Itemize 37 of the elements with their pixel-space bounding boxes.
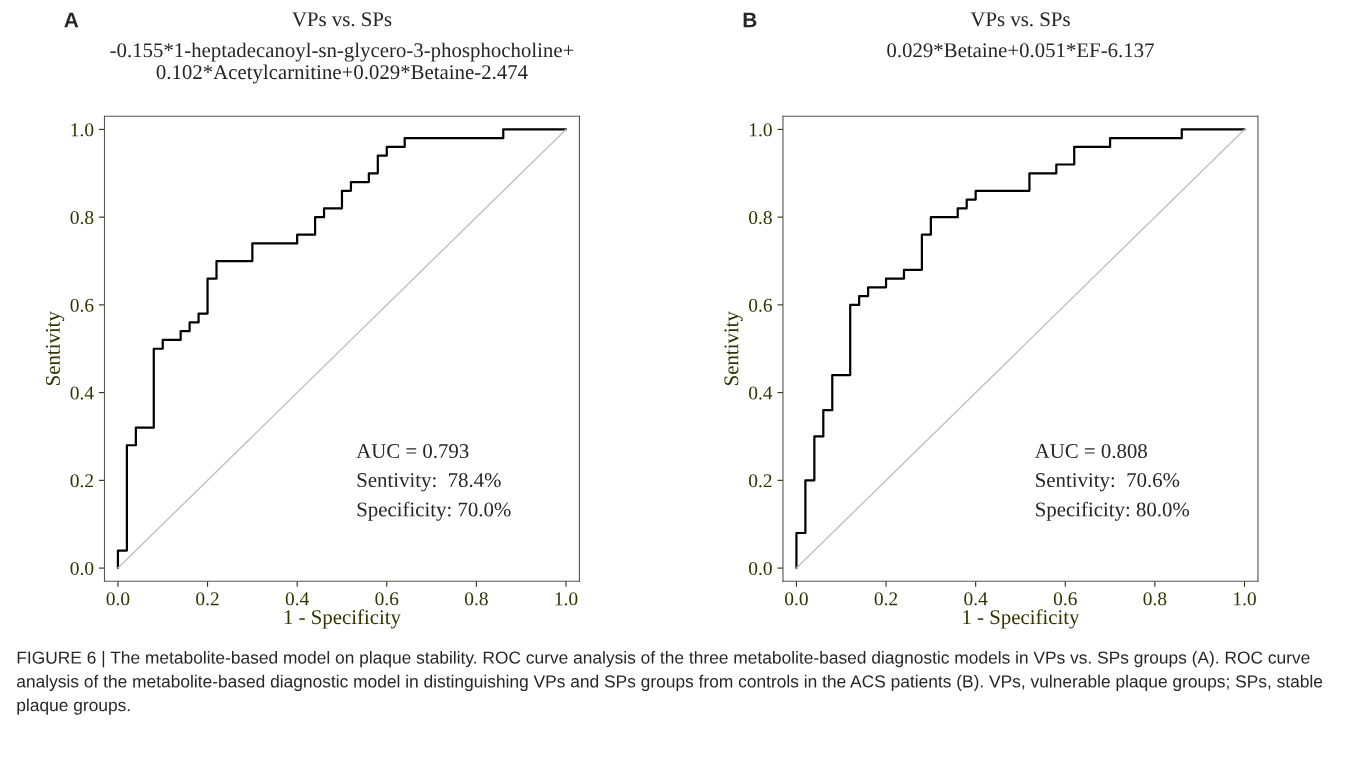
- y-axis-title: Sentivity: [724, 311, 743, 385]
- y-tick-label: 0.8: [749, 210, 772, 225]
- caption: FIGURE 6 | The metabolite-based model on plaque stability. ROC curve analysis of the three metabolite-based diagnostic models in VPs vs. SPs groups (A). ROC curve analysis of the metabolite-based diagnostic model in distinguishing VPs and SPs groups from controls in the ACS patients (B). VPs, vulnerable plaque groups; SPs, stable plaque groups.: [17, 651, 1323, 715]
- x-tick-label: 0.0: [785, 592, 808, 606]
- y-tick-label: 0.2: [749, 474, 772, 488]
- x-tick-label: 1.0: [555, 592, 578, 606]
- x-tick-label: 0.2: [874, 592, 898, 606]
- x-tick-label: 0.0: [106, 592, 130, 606]
- x-tick-label: 1.0: [1234, 592, 1256, 606]
- x-tick-label: 0.4: [285, 592, 310, 606]
- y-tick-label: 0.8: [70, 210, 94, 225]
- chart-title: VPs vs. SPs: [970, 12, 1070, 27]
- text: B: [743, 12, 757, 28]
- x-axis-title: 1 - Specificity: [284, 609, 401, 629]
- x-tick-label: 0.8: [1143, 592, 1167, 606]
- y-tick-label: 0.4: [749, 386, 773, 400]
- y-tick-label: 0.2: [70, 474, 93, 488]
- text: A: [64, 12, 79, 28]
- y-tick-label: 1.0: [71, 123, 94, 137]
- chart-subtitle: -0.155*1-heptadecanoyl-sn-glycero-3-phosphocholine+ 0.102*Acetylcarnitine+0.029*Betaine-2.474: [110, 42, 574, 84]
- chart-subtitle: 0.029*Betaine+0.051*EF-6.137: [887, 43, 1154, 58]
- y-tick-label: 0.6: [70, 298, 94, 312]
- annotation: AUC = 0.808 Sentivity: 70.6% Specificity: 80.0%: [1034, 444, 1190, 521]
- x-tick-label: 0.6: [1053, 592, 1077, 606]
- x-tick-label: 0.8: [464, 592, 488, 606]
- y-tick-label: 0.0: [749, 561, 772, 576]
- x-axis-title: 1 - Specificity: [963, 609, 1080, 629]
- y-tick-label: 0.0: [70, 561, 94, 576]
- y-tick-label: 1.0: [749, 123, 772, 137]
- chart-title: VPs vs. SPs: [292, 12, 392, 27]
- y-tick-label: 0.6: [749, 298, 772, 312]
- y-tick-label: 0.4: [70, 386, 94, 400]
- x-tick-label: 0.6: [375, 592, 399, 606]
- y-axis-title: Sentivity: [45, 311, 65, 385]
- annotation: AUC = 0.793 Sentivity: 78.4% Specificity: 70.0%: [356, 444, 511, 521]
- x-tick-label: 0.4: [964, 592, 988, 606]
- x-tick-label: 0.2: [196, 592, 219, 606]
